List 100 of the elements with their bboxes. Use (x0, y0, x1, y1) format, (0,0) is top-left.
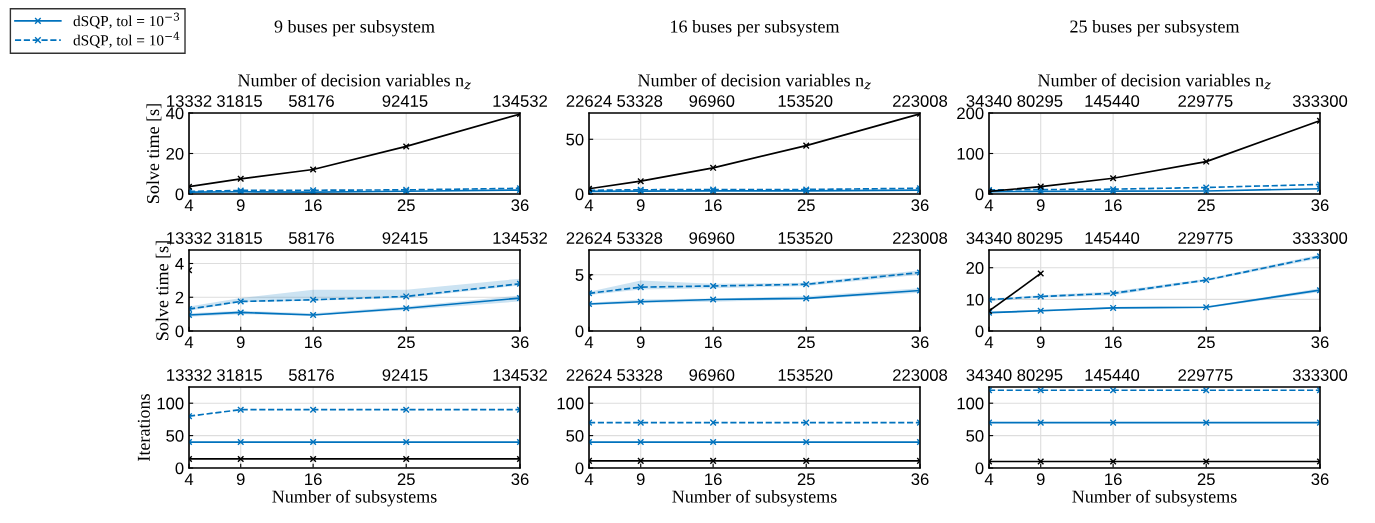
y-tick-label: 50 (566, 133, 584, 146)
x2-tick-label: 34340 (966, 232, 1012, 244)
x-tick-label: 4 (184, 473, 194, 485)
x-tick-label: 4 (984, 473, 994, 485)
x2-tick-label: 34340 (966, 369, 1012, 381)
x-tick-label: 25 (397, 473, 415, 486)
x2-tick-label: 229775 (1178, 95, 1233, 107)
x-tick-label: 9 (236, 199, 245, 212)
y-tick-label: 100 (157, 397, 184, 410)
y-tick-label: 20 (966, 262, 984, 274)
x2-tick-label: 223008 (893, 369, 948, 381)
y-tick-label: 50 (166, 430, 184, 442)
x-tick-label: 16 (305, 473, 322, 486)
y-tick-label: 0 (175, 188, 184, 201)
x2-tick-label: 134532 (493, 369, 547, 381)
x-tick-label: 9 (1036, 336, 1045, 349)
x2-tick-label: 53328 (617, 95, 663, 107)
x-tick-label: 25 (1197, 199, 1215, 212)
x-tick-label: 16 (1105, 199, 1122, 212)
x2-tick-label: 223008 (893, 95, 948, 107)
x-tick-label: 4 (184, 336, 194, 348)
x-tick-label: 4 (584, 473, 594, 485)
x2-tick-label: 13332 (167, 369, 212, 381)
x2-axis-title: Number of decision variables n$_{z}$ (238, 73, 472, 90)
x2-tick-label: 153520 (778, 369, 833, 381)
chart-title: 9 buses per subsystem (274, 19, 435, 37)
x-axis-title: Number of subsystems (272, 489, 437, 507)
x-tick-label: 9 (1036, 199, 1045, 212)
x-tick-label: 9 (636, 336, 645, 349)
x2-tick-label: 229775 (1178, 369, 1233, 381)
y-axis-title: Solve time [s] (146, 104, 162, 203)
y-axis-title: Iterations (137, 394, 150, 461)
x-tick-label: 16 (1105, 473, 1122, 486)
x2-tick-label: 22624 (566, 95, 612, 107)
x-tick-label: 16 (705, 199, 722, 212)
y-tick-label: 5 (575, 269, 584, 281)
x-tick-label: 9 (636, 473, 645, 486)
y-tick-label: 4 (175, 258, 184, 270)
y-tick-label: 100 (557, 397, 584, 410)
x2-tick-label: 134532 (493, 232, 547, 244)
x2-tick-label: 13332 (167, 95, 212, 107)
y-tick-label: 0 (975, 188, 984, 201)
y-tick-label: 0 (575, 188, 584, 201)
x-tick-label: 16 (705, 473, 722, 486)
x2-tick-label: 31815 (216, 369, 262, 381)
x-tick-label: 16 (305, 199, 322, 212)
y-tick-label: 20 (166, 147, 184, 160)
x-tick-label: 36 (911, 473, 929, 486)
x2-tick-label: 80295 (1017, 369, 1063, 381)
x-tick-label: 16 (305, 336, 322, 349)
y-tick-label: 0 (175, 462, 184, 475)
x2-tick-label: 53328 (617, 232, 663, 244)
x-tick-label: 36 (1311, 473, 1329, 486)
x2-tick-label: 80295 (1017, 232, 1063, 244)
y-tick-label: 0 (575, 325, 584, 338)
x2-tick-label: 92415 (382, 369, 428, 381)
x-tick-label: 25 (397, 336, 415, 349)
x-tick-label: 4 (184, 199, 194, 211)
y-tick-label: 0 (975, 325, 984, 338)
x-tick-label: 16 (1105, 336, 1122, 349)
x2-tick-label: 333300 (1292, 232, 1348, 244)
x2-axis-title: Number of decision variables n$_{z}$ (638, 73, 872, 90)
y-tick-label: 10 (966, 293, 984, 306)
chart-title: 16 buses per subsystem (671, 19, 840, 37)
x2-tick-label: 58176 (288, 369, 334, 381)
y-tick-label: 0 (975, 462, 984, 475)
x2-tick-label: 96960 (689, 95, 735, 107)
x-axis-title: Number of subsystems (672, 489, 837, 507)
x2-tick-label: 22624 (566, 369, 612, 381)
x-axis-title: Number of subsystems (1072, 489, 1237, 507)
y-tick-label: 100 (957, 397, 984, 410)
y-tick-label: 0 (175, 325, 184, 338)
x2-tick-label: 223008 (893, 232, 948, 244)
y-tick-label: 200 (957, 107, 984, 120)
x-tick-label: 36 (511, 336, 529, 349)
x2-tick-label: 31815 (216, 95, 262, 107)
x2-tick-label: 34340 (966, 95, 1012, 107)
x-tick-label: 4 (984, 199, 994, 211)
x-tick-label: 36 (511, 473, 529, 486)
y-tick-label: 50 (566, 430, 584, 442)
x-tick-label: 25 (1197, 336, 1215, 349)
x2-tick-label: 92415 (382, 232, 428, 244)
x-tick-label: 9 (1036, 473, 1045, 486)
x2-tick-label: 92415 (382, 95, 428, 107)
y-tick-label: 100 (957, 147, 984, 160)
x2-tick-label: 96960 (689, 369, 735, 381)
x2-tick-label: 145440 (1085, 369, 1140, 381)
y-tick-label: 50 (966, 430, 984, 442)
x2-tick-label: 333300 (1292, 95, 1348, 107)
x2-tick-label: 96960 (689, 232, 735, 244)
x-tick-label: 36 (911, 336, 929, 349)
x2-tick-label: 134532 (493, 95, 547, 107)
chart-title: 25 buses per subsystem (1070, 19, 1240, 37)
x2-tick-label: 80295 (1017, 95, 1063, 107)
x-tick-label: 9 (236, 336, 245, 349)
x2-tick-label: 229775 (1178, 232, 1233, 244)
x-tick-label: 9 (636, 199, 645, 212)
x-tick-label: 25 (797, 473, 815, 486)
x-tick-label: 4 (584, 199, 594, 211)
legend-label: dSQP, tol = 10$^{−3}$ (73, 12, 180, 29)
